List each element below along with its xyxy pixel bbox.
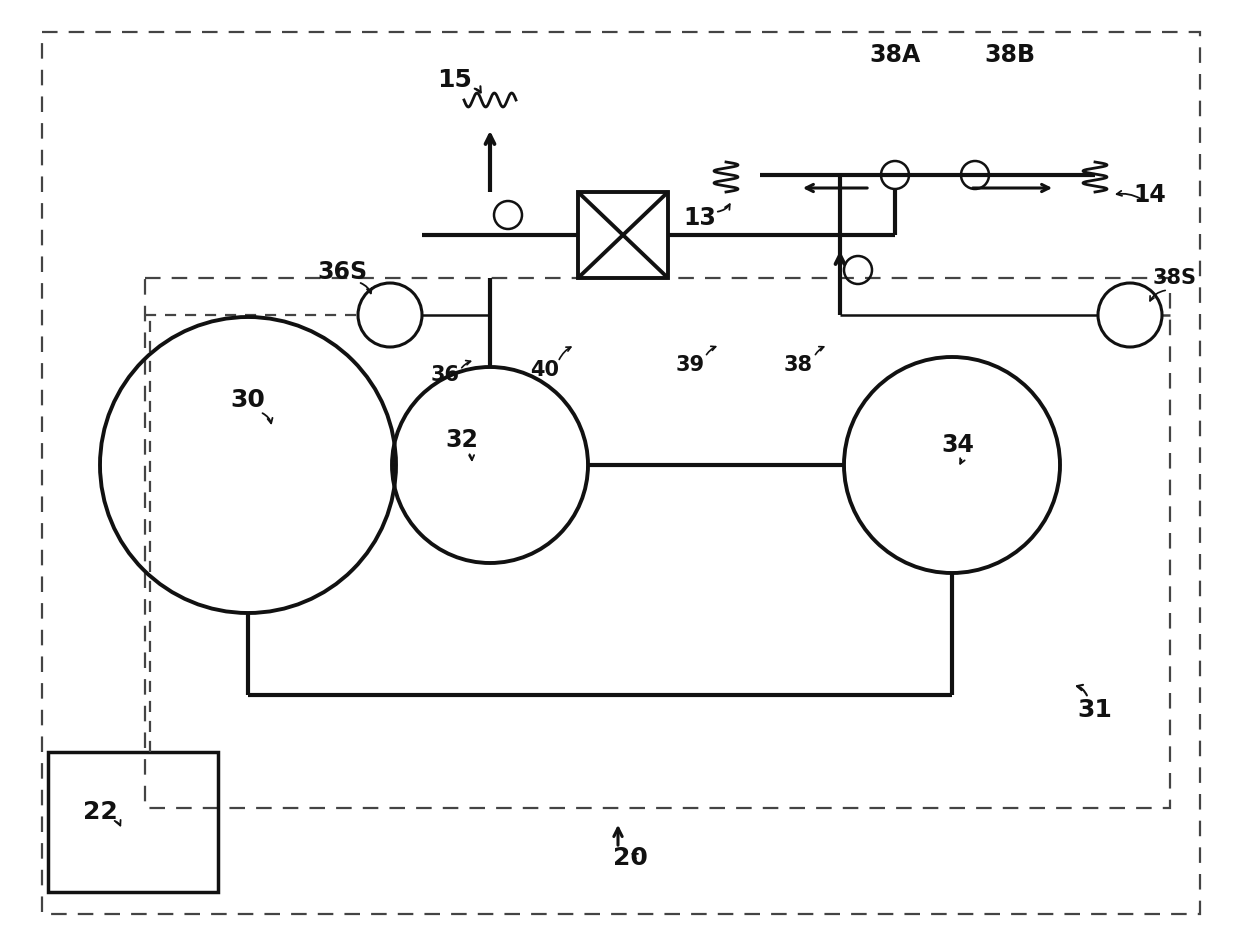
Text: 20: 20 xyxy=(613,846,647,870)
Text: 36: 36 xyxy=(430,365,460,385)
Text: 30: 30 xyxy=(231,388,265,412)
Text: 40: 40 xyxy=(531,360,559,380)
Text: 13: 13 xyxy=(683,206,717,230)
Text: 14: 14 xyxy=(1133,183,1167,207)
Text: 15: 15 xyxy=(438,68,472,92)
Text: 32: 32 xyxy=(445,428,479,452)
Text: 36S: 36S xyxy=(317,260,367,284)
Text: 34: 34 xyxy=(941,433,975,457)
Text: 22: 22 xyxy=(83,800,118,824)
Text: 38: 38 xyxy=(784,355,812,375)
Text: 38A: 38A xyxy=(869,43,920,67)
Text: 31: 31 xyxy=(1078,698,1112,722)
Bar xyxy=(578,192,668,278)
Bar xyxy=(48,752,218,892)
Text: 39: 39 xyxy=(676,355,704,375)
Text: 38S: 38S xyxy=(1153,268,1197,288)
Text: 38B: 38B xyxy=(985,43,1035,67)
Bar xyxy=(145,278,1171,808)
